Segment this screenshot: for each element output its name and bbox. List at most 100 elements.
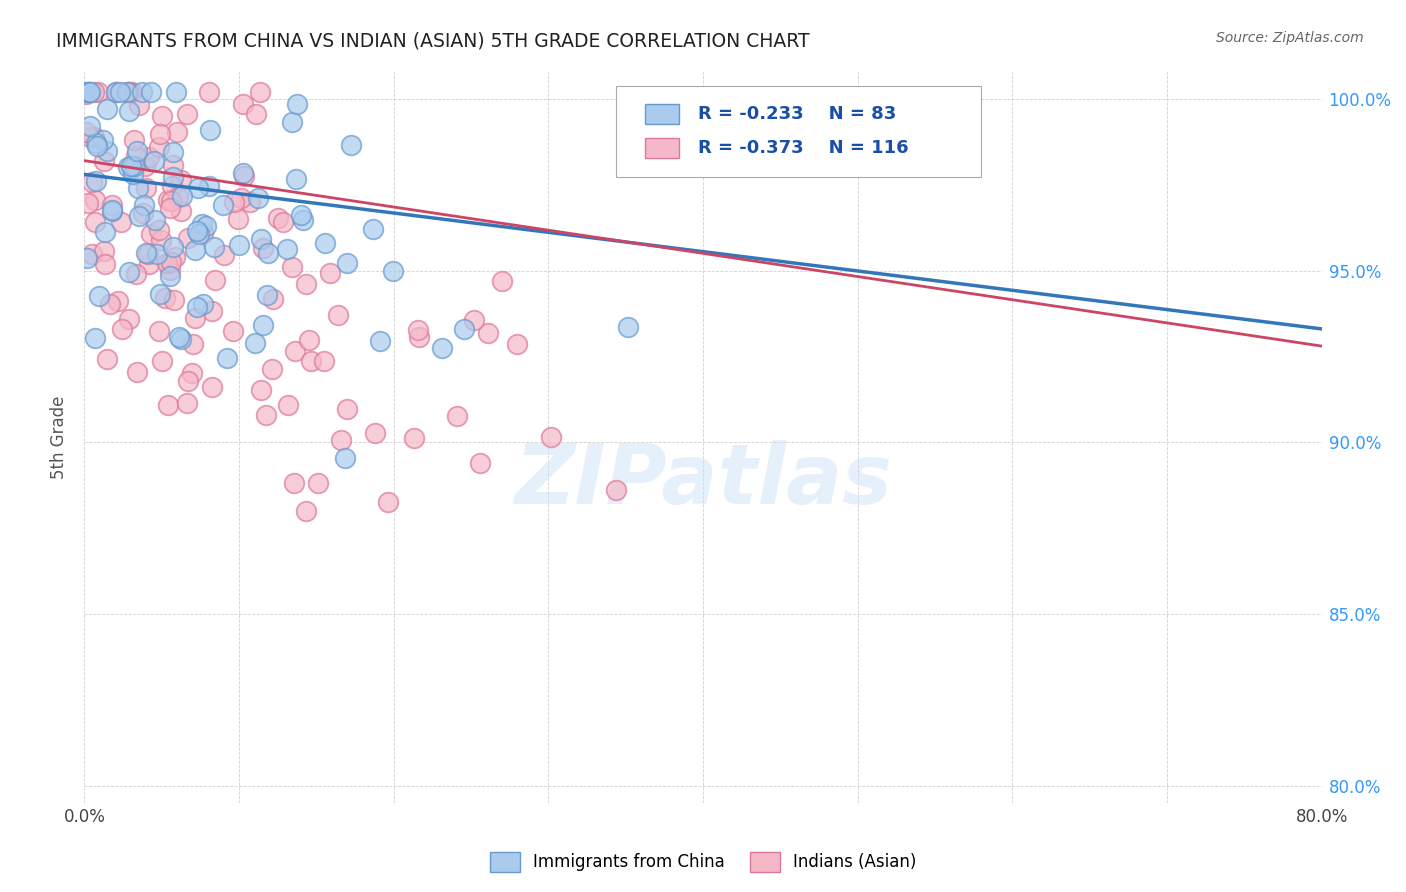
Point (257, 246, 280, 260)
Point (201, 303, 224, 318)
Point (197, 178, 219, 193)
Point (96, 351, 118, 366)
Point (176, 106, 198, 120)
Point (134, 198, 156, 212)
Point (188, 227, 211, 241)
Point (170, 204, 193, 219)
Point (162, 145, 184, 159)
Point (217, 351, 239, 366)
Point (463, 313, 485, 327)
Point (233, 169, 256, 184)
Point (329, 434, 352, 448)
Point (181, 366, 204, 380)
Point (186, 301, 208, 315)
Point (79, 85, 101, 99)
Point (298, 333, 321, 347)
Point (159, 263, 181, 277)
Point (141, 85, 163, 99)
Point (285, 171, 308, 186)
Point (262, 292, 284, 306)
Point (149, 128, 172, 142)
Point (128, 210, 150, 224)
Point (167, 329, 190, 343)
Point (83, 85, 105, 99)
Point (160, 194, 183, 208)
Point (280, 115, 302, 129)
Point (87, 85, 110, 99)
Point (128, 98, 150, 112)
Point (184, 310, 207, 325)
Point (605, 483, 627, 498)
Point (284, 344, 307, 359)
Point (326, 308, 349, 322)
Text: Source: ZipAtlas.com: Source: ZipAtlas.com (1216, 31, 1364, 45)
Point (226, 212, 249, 227)
Point (250, 232, 273, 246)
Point (125, 365, 148, 379)
Point (121, 161, 143, 175)
Point (118, 85, 141, 99)
Point (105, 85, 128, 99)
Point (222, 324, 245, 338)
Point (134, 159, 156, 173)
Point (256, 288, 278, 302)
Point (172, 188, 194, 202)
Point (470, 456, 492, 470)
Point (290, 208, 312, 222)
Point (125, 267, 148, 281)
Point (212, 198, 235, 212)
Point (291, 213, 314, 227)
Point (214, 248, 236, 262)
Point (262, 362, 284, 376)
Point (540, 430, 562, 444)
FancyBboxPatch shape (645, 103, 679, 124)
Point (446, 409, 468, 423)
Point (477, 326, 499, 340)
Point (167, 190, 190, 204)
Point (252, 318, 274, 332)
Point (406, 323, 429, 337)
Point (170, 173, 193, 187)
Text: ZIPatlas: ZIPatlas (515, 441, 891, 522)
Point (136, 246, 159, 260)
Point (162, 169, 184, 184)
Point (198, 85, 221, 99)
Point (142, 153, 165, 168)
Point (84, 193, 107, 207)
Point (408, 330, 430, 344)
Point (370, 334, 392, 349)
Point (107, 294, 129, 309)
Point (120, 159, 142, 173)
Text: IMMIGRANTS FROM CHINA VS INDIAN (ASIAN) 5TH GRADE CORRELATION CHART: IMMIGRANTS FROM CHINA VS INDIAN (ASIAN) … (56, 31, 810, 50)
Point (79, 130, 101, 145)
Point (617, 319, 640, 334)
Text: R = -0.233    N = 83: R = -0.233 N = 83 (697, 104, 896, 123)
Point (506, 337, 529, 351)
Point (333, 451, 356, 466)
Point (86, 139, 108, 153)
Point (110, 215, 132, 229)
Point (250, 383, 273, 397)
Point (80, 247, 103, 261)
Point (82, 175, 104, 189)
Point (232, 97, 254, 112)
Point (319, 266, 342, 280)
Point (84, 174, 107, 188)
Point (245, 107, 267, 121)
Point (79, 85, 101, 99)
Point (111, 322, 134, 336)
Point (91, 133, 114, 147)
Point (157, 193, 180, 207)
Point (83, 331, 105, 345)
Point (132, 206, 155, 220)
Point (163, 293, 186, 307)
Point (159, 269, 181, 284)
Point (249, 85, 271, 99)
Point (149, 287, 172, 301)
Legend: Immigrants from China, Indians (Asian): Immigrants from China, Indians (Asian) (482, 845, 924, 879)
Point (150, 354, 173, 368)
Point (254, 408, 277, 422)
Point (229, 191, 252, 205)
Point (100, 203, 122, 218)
Point (118, 104, 141, 119)
